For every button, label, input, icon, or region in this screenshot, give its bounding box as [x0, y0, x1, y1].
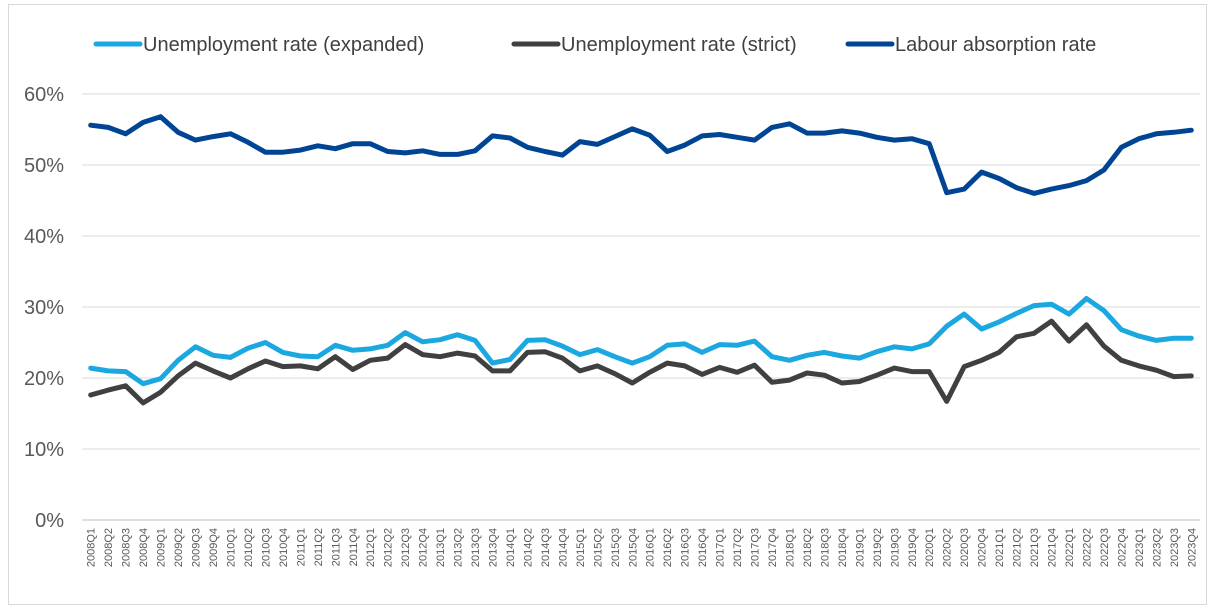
- x-tick-label: 2015Q2: [592, 528, 604, 567]
- x-tick-label: 2021Q1: [994, 528, 1006, 567]
- y-tick-label: 10%: [24, 439, 64, 461]
- x-tick-label: 2010Q1: [225, 528, 237, 567]
- x-tick-label: 2023Q2: [1151, 528, 1163, 567]
- series-line-2: [88, 318, 1194, 406]
- x-tick-label: 2008Q1: [86, 528, 98, 567]
- x-tick-label: 2018Q2: [802, 528, 814, 567]
- x-tick-label: 2018Q3: [819, 528, 831, 567]
- y-tick-label: 0%: [35, 510, 64, 532]
- x-tick-label: 2008Q2: [103, 528, 115, 567]
- x-tick-label: 2023Q4: [1186, 528, 1198, 567]
- x-tick-label: 2009Q2: [173, 528, 185, 567]
- x-tick-label: 2021Q3: [1029, 528, 1041, 567]
- legend-label-2: Unemployment rate (strict): [561, 34, 797, 56]
- x-tick-label: 2022Q3: [1099, 528, 1111, 567]
- x-tick-label: 2014Q2: [522, 528, 534, 567]
- x-tick-label: 2019Q2: [872, 528, 884, 567]
- x-tick-label: 2014Q3: [540, 528, 552, 567]
- y-tick-label: 20%: [24, 368, 64, 390]
- x-tick-label: 2022Q2: [1081, 528, 1093, 567]
- x-tick-label: 2013Q1: [435, 528, 447, 567]
- x-tick-label: 2014Q4: [557, 528, 569, 567]
- y-tick-label: 30%: [24, 297, 64, 319]
- x-tick-label: 2011Q3: [330, 528, 342, 566]
- x-tick-label: 2016Q3: [680, 528, 692, 567]
- x-tick-label: 2010Q3: [260, 528, 272, 567]
- x-tick-label: 2020Q1: [924, 528, 936, 567]
- x-tick-label: 2018Q4: [837, 528, 849, 567]
- x-tick-label: 2008Q3: [121, 528, 133, 567]
- x-tick-label: 2023Q3: [1169, 528, 1181, 567]
- x-tick-label: 2017Q2: [732, 528, 744, 567]
- x-tick-label: 2016Q4: [697, 528, 709, 567]
- x-tick-label: 2010Q4: [278, 528, 290, 567]
- x-tick-label: 2020Q3: [959, 528, 971, 567]
- x-tick-label: 2019Q3: [889, 528, 901, 567]
- x-tick-label: 2014Q1: [505, 528, 517, 567]
- x-tick-label: 2019Q1: [854, 528, 866, 567]
- x-tick-label: 2020Q2: [942, 528, 954, 567]
- x-tick-label: 2008Q4: [138, 528, 150, 567]
- x-tick-label: 2012Q3: [400, 528, 412, 567]
- x-tick-label: 2017Q1: [715, 528, 727, 567]
- x-tick-label: 2021Q4: [1047, 528, 1059, 567]
- x-tick-label: 2017Q4: [767, 528, 779, 567]
- x-tick-label: 2013Q3: [470, 528, 482, 567]
- x-tick-label: 2013Q4: [488, 528, 500, 567]
- x-tick-label: 2015Q3: [610, 528, 622, 567]
- x-tick-label: 2016Q2: [662, 528, 674, 567]
- x-tick-label: 2010Q2: [243, 528, 255, 567]
- x-tick-label: 2009Q4: [208, 528, 220, 567]
- legend-label-1: Unemployment rate (expanded): [143, 34, 424, 56]
- x-tick-label: 2022Q4: [1116, 528, 1128, 567]
- y-tick-label: 60%: [24, 84, 64, 106]
- x-tick-label: 2022Q1: [1064, 528, 1076, 567]
- x-tick-label: 2013Q2: [453, 528, 465, 567]
- y-tick-label: 40%: [24, 226, 64, 248]
- x-tick-label: 2023Q1: [1134, 528, 1146, 567]
- x-tick-label: 2016Q1: [645, 528, 657, 567]
- x-tick-label: 2011Q2: [313, 528, 325, 566]
- x-tick-label: 2012Q1: [365, 528, 377, 567]
- x-tick-label: 2009Q3: [191, 528, 203, 567]
- x-tick-label: 2018Q1: [784, 528, 796, 567]
- chart-border: [8, 4, 1207, 605]
- series-line-3: [88, 114, 1194, 196]
- x-tick-label: 2015Q1: [575, 528, 587, 567]
- x-tick-label: 2020Q4: [977, 528, 989, 567]
- x-tick-label: 2019Q4: [907, 528, 919, 567]
- y-tick-label: 50%: [24, 155, 64, 177]
- x-tick-label: 2011Q1: [295, 528, 307, 566]
- x-tick-label: 2012Q2: [383, 528, 395, 567]
- legend-label-3: Labour absorption rate: [895, 34, 1096, 56]
- x-tick-label: 2011Q4: [348, 528, 360, 566]
- x-tick-label: 2021Q2: [1012, 528, 1024, 567]
- x-tick-label: 2017Q3: [750, 528, 762, 567]
- series-line-1: [88, 296, 1194, 387]
- x-tick-label: 2009Q1: [156, 528, 168, 567]
- x-tick-label: 2015Q4: [627, 528, 639, 567]
- x-tick-label: 2012Q4: [418, 528, 430, 567]
